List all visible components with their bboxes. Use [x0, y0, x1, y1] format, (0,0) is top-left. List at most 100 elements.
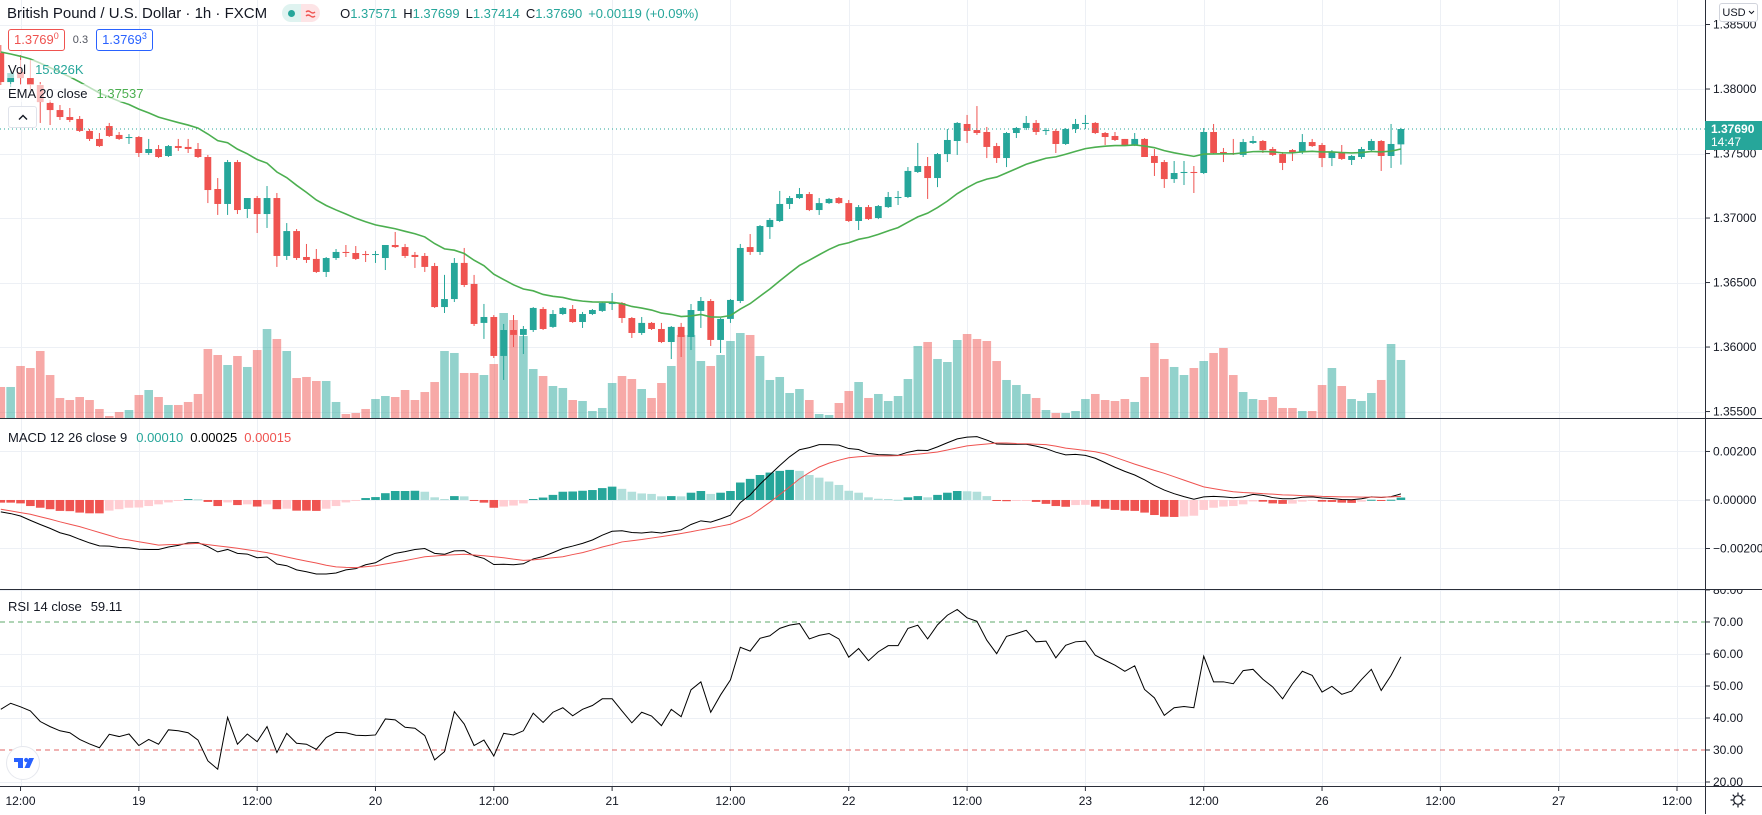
volume-bar	[144, 390, 153, 418]
collapse-legend-button[interactable]	[8, 106, 37, 128]
chart-settings-button[interactable]	[1728, 790, 1748, 810]
macd-histogram-bar	[1288, 499, 1297, 504]
rsi-legend[interactable]: RSI 14 close 59.11	[5, 597, 125, 615]
macd-histogram-bar	[1150, 499, 1159, 516]
candle-body	[569, 308, 577, 323]
macd-histogram-bar	[183, 499, 193, 501]
volume-bar	[450, 352, 459, 418]
volume-bar	[430, 382, 439, 418]
status-pill[interactable]	[282, 4, 321, 22]
candle	[1131, 133, 1139, 147]
volume-bar	[312, 380, 321, 418]
candle	[805, 191, 813, 212]
last-price-value: 1.37690	[1711, 122, 1755, 136]
macd-histogram-bar	[647, 493, 656, 500]
volume-bar	[479, 375, 489, 418]
candle-body	[608, 303, 616, 305]
candle	[332, 248, 340, 260]
time-axis-label: 19	[132, 794, 146, 808]
volume-bar	[1209, 352, 1218, 418]
candle	[559, 307, 567, 316]
volume-bar	[0, 386, 6, 418]
candle-body	[1387, 143, 1395, 156]
time-axis-label: 20	[369, 794, 383, 808]
macd-histogram-bar	[35, 499, 45, 508]
macd-histogram-bar	[95, 499, 104, 514]
macd-histogram-bar	[538, 497, 548, 500]
candle-body	[243, 198, 251, 209]
macd-histogram-bar	[765, 472, 775, 500]
volume-bar	[1100, 400, 1110, 418]
candle-body	[993, 146, 1001, 159]
volume-bar	[1041, 410, 1051, 418]
buy-button[interactable]: 1.37693	[96, 29, 153, 51]
time-axis: 12:00 19 12:00 20 12:00 21 12:00 22 12:00 23 12:00…	[6, 787, 1692, 808]
candle	[707, 299, 715, 347]
macd-histogram-bar	[85, 499, 94, 514]
candle-body	[1072, 123, 1079, 130]
volume-bar	[982, 341, 992, 418]
candle-body	[510, 330, 517, 335]
candle-body	[283, 231, 291, 256]
macd-histogram-bar	[785, 469, 794, 500]
symbol-title[interactable]: British Pound / U.S. Dollar · 1h · FXCM	[7, 4, 268, 22]
volume-bar	[1288, 407, 1297, 418]
currency-selector[interactable]: USD	[1719, 3, 1758, 22]
volume-bar	[390, 397, 400, 418]
volume-bar	[1081, 399, 1090, 418]
volume-bar	[1130, 401, 1139, 418]
sell-button[interactable]: 1.37690	[8, 29, 65, 51]
candle-body	[391, 244, 399, 248]
low-value: 1.37414	[472, 5, 520, 21]
time-axis-label: 12:00	[242, 794, 272, 808]
macd-histogram-bar	[1229, 499, 1238, 507]
macd-histogram-bar	[26, 499, 35, 507]
macd-legend[interactable]: MACD 12 26 close 9 0.00010 0.00025 0.000…	[5, 428, 294, 446]
volume-legend[interactable]: Vol 15.826K	[5, 60, 87, 78]
candle-body	[1308, 142, 1316, 147]
candle	[234, 159, 241, 215]
candle	[1229, 138, 1237, 155]
macd-histogram-bar	[1209, 499, 1218, 508]
candle-body	[450, 262, 458, 300]
candle	[579, 311, 586, 328]
price-axis-label: 1.37000	[1713, 211, 1757, 225]
macd-histogram-bar	[1238, 499, 1248, 505]
volume-bar	[1229, 375, 1238, 418]
macd-histogram-bar	[1041, 499, 1051, 504]
candle	[1003, 131, 1010, 168]
macd-histogram-bar	[992, 499, 1001, 501]
macd-histogram-bar	[430, 497, 439, 500]
volume-bar	[647, 397, 656, 418]
rsi-axis-label: 70.00	[1713, 615, 1743, 629]
candle	[648, 322, 655, 331]
volume-bar	[834, 403, 844, 418]
candle	[1298, 134, 1306, 155]
macd-histogram-bar	[321, 499, 331, 509]
sell-price-pip: 0	[53, 31, 59, 41]
candle	[924, 157, 932, 199]
volume-bar	[1347, 399, 1356, 418]
macd-histogram-bar	[913, 496, 923, 500]
candle-body	[519, 328, 527, 335]
candle	[293, 228, 300, 260]
candle	[421, 252, 429, 272]
volume-bar	[193, 393, 203, 418]
macd-histogram-bar	[775, 470, 785, 500]
ema-legend-label: EMA 20 close	[8, 85, 88, 101]
volume-bar	[1376, 379, 1386, 418]
tradingview-logo[interactable]	[6, 746, 40, 780]
macd-histogram-bar	[1090, 499, 1100, 507]
volume-bar	[1357, 400, 1366, 418]
candle-body	[727, 299, 734, 319]
ema-legend[interactable]: EMA 20 close 1.37537	[5, 84, 147, 102]
candle-body	[1170, 173, 1178, 180]
close-label: C	[525, 5, 536, 21]
macd-signal-line	[0, 442, 1401, 569]
volume-bar	[1110, 400, 1120, 418]
sell-price: 1.3769	[14, 32, 54, 47]
volume-bar	[223, 365, 232, 418]
volume-bar	[262, 329, 272, 418]
gear-icon	[1730, 792, 1746, 808]
